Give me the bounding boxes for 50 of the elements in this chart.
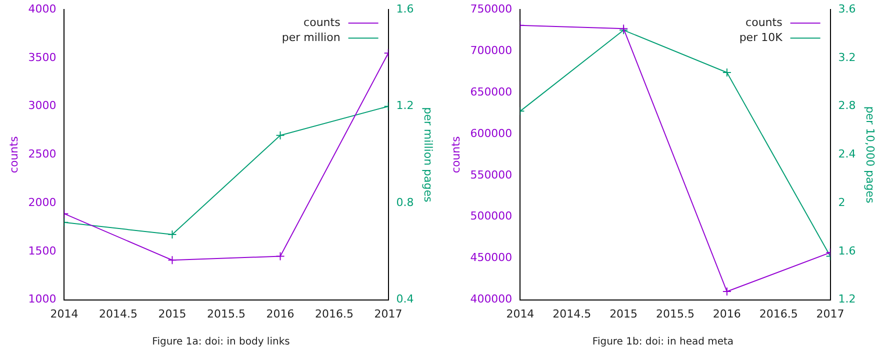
y2-tick-label: 3.2 — [838, 50, 856, 64]
y2-axis-title: per 10,000 pages — [864, 106, 877, 204]
y-tick-label: 3500 — [28, 50, 56, 64]
y2-tick-label: 0.4 — [396, 292, 414, 306]
y-tick-label: 600000 — [470, 126, 512, 140]
y-tick-label: 3000 — [28, 99, 56, 112]
y-tick-label: 400000 — [470, 292, 512, 306]
x-tick-label: 2017 — [374, 307, 402, 320]
y-tick-label: 4000 — [28, 2, 56, 16]
y-tick-label: 1000 — [28, 292, 56, 306]
text: Figure 1a: doi: in body links — [152, 336, 290, 348]
legend-label: counts — [304, 16, 341, 29]
x-tick-label: 2015.5 — [656, 307, 694, 320]
y-tick-label: 500000 — [470, 210, 512, 223]
legend-label: per 10K — [739, 30, 784, 44]
y2-axis-title: per million pages — [422, 107, 435, 203]
text: Figure 1b: doi: in head meta — [592, 336, 734, 348]
x-tick-label: 2016 — [712, 307, 741, 320]
y2-tick-label: 0.8 — [396, 196, 414, 209]
x-tick-label: 2016.5 — [759, 307, 798, 320]
x-tick-label: 2015.5 — [207, 307, 246, 320]
y2-tick-label: 2.8 — [838, 99, 856, 112]
y2-tick-label: 3.6 — [838, 2, 856, 16]
x-tick-label: 2014 — [506, 307, 534, 320]
y-tick-label: 750000 — [470, 2, 512, 16]
x-tick-label: 2014 — [50, 307, 78, 320]
x-tick-label: 2016 — [266, 307, 294, 320]
y-axis-title: counts — [7, 136, 20, 174]
y2-tick-label: 2 — [838, 196, 846, 209]
legend-label: per million — [282, 30, 340, 44]
x-tick-label: 2017 — [816, 307, 844, 320]
y-tick-label: 650000 — [470, 85, 512, 98]
y-tick-label: 2000 — [28, 196, 56, 209]
x-tick-label: 2014.5 — [552, 307, 592, 320]
y-tick-label: 1500 — [28, 244, 56, 258]
y-tick-label: 450000 — [470, 251, 512, 264]
y2-tick-label: 1.6 — [396, 2, 414, 16]
x-tick-label: 2016.5 — [315, 307, 354, 320]
y-tick-label: 550000 — [470, 168, 512, 182]
y-tick-label: 700000 — [470, 44, 512, 57]
legend-label: counts — [746, 16, 783, 29]
y2-tick-label: 1.2 — [838, 292, 856, 306]
x-tick-label: 2015 — [158, 307, 186, 320]
y-axis-title: counts — [449, 136, 462, 174]
y2-tick-label: 1.6 — [838, 244, 856, 258]
x-tick-label: 2015 — [610, 307, 638, 320]
y2-tick-label: 1.2 — [396, 99, 414, 112]
x-tick-label: 2014.5 — [98, 307, 138, 320]
y2-tick-label: 2.4 — [838, 148, 856, 161]
y-tick-label: 2500 — [28, 148, 56, 161]
